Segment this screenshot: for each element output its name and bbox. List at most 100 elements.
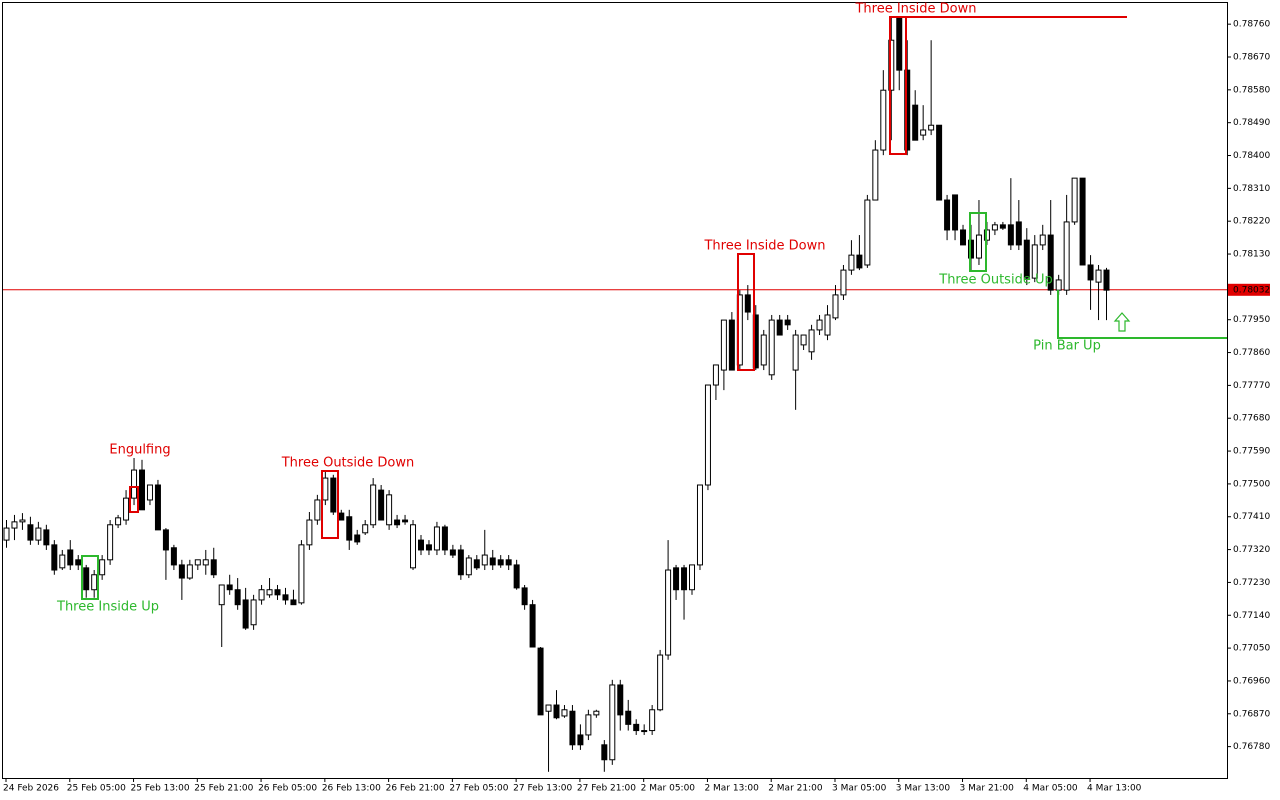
candle-body-up — [800, 334, 807, 346]
y-tick-label: 0.77590 — [1233, 447, 1270, 457]
y-tick-label: 0.78220 — [1233, 217, 1270, 227]
candle-body-down — [856, 254, 863, 269]
candle-body-up — [266, 589, 273, 596]
candle-body-down — [944, 199, 951, 231]
candle-body-up — [19, 519, 26, 523]
candle-body-up — [433, 526, 440, 551]
candle-body-up — [35, 527, 42, 541]
candle-body-up — [298, 544, 305, 604]
x-tick-label: 25 Feb 13:00 — [131, 784, 190, 794]
candle-body-down — [51, 544, 58, 571]
candle-body-down — [896, 17, 903, 71]
candle-body-down — [553, 704, 560, 719]
candle-body-up — [872, 149, 879, 201]
pattern-box — [969, 212, 987, 272]
candle-body-up — [641, 730, 648, 733]
candle-body-down — [425, 544, 432, 551]
candle-body-up — [1039, 234, 1046, 246]
candle-body-up — [202, 559, 209, 566]
candle-body-down — [83, 567, 90, 591]
candle-body-up — [704, 384, 711, 486]
candle-body-down — [417, 539, 424, 551]
candle-body-down — [27, 524, 34, 541]
candle-body-down — [210, 559, 217, 576]
candle-body-down — [457, 549, 464, 576]
x-tick-label: 27 Feb 05:00 — [449, 784, 508, 794]
candle-body-up — [11, 521, 18, 529]
y-tick-label: 0.77230 — [1233, 578, 1270, 588]
candle-body-down — [242, 599, 249, 629]
candle-body-up — [306, 519, 313, 546]
candle-body-up — [146, 484, 153, 501]
candle-body-up — [832, 294, 839, 319]
x-tick-label: 24 Feb 2026 — [3, 784, 59, 794]
candle-body-up — [123, 497, 130, 521]
candle-body-down — [633, 723, 640, 732]
candle-body-up — [712, 364, 719, 386]
candle-body-up — [720, 319, 727, 371]
candle-body-down — [354, 534, 361, 543]
candle-body-up — [880, 89, 887, 151]
y-tick-label: 0.77320 — [1233, 545, 1270, 555]
candle-body-down — [1087, 264, 1094, 281]
candle-body-up — [115, 517, 122, 526]
candle-body-down — [625, 710, 632, 725]
y-tick-label: 0.78670 — [1233, 53, 1270, 63]
y-tick-label: 0.77770 — [1233, 381, 1270, 391]
candle-body-up — [657, 654, 664, 711]
y-tick-label: 0.76780 — [1233, 742, 1270, 752]
candle-body-up — [545, 704, 552, 712]
buy-arrow — [1113, 312, 1131, 332]
y-tick-label: 0.78760 — [1233, 20, 1270, 30]
candle-body-up — [888, 39, 895, 91]
x-tick-label: 27 Feb 13:00 — [513, 784, 572, 794]
candle-body-up — [848, 254, 855, 271]
candle-body-down — [617, 684, 624, 716]
candle-body-up — [593, 710, 600, 716]
candle-body-down — [346, 516, 353, 541]
candle-body-down — [960, 229, 967, 246]
pattern-label: Engulfing — [109, 443, 170, 458]
candle-body-up — [609, 684, 616, 761]
candle-body-down — [912, 104, 919, 141]
candle-body-down — [673, 567, 680, 591]
candle-body-up — [1031, 244, 1038, 279]
x-tick-label: 3 Mar 21:00 — [960, 784, 1015, 794]
x-tick-label: 26 Feb 21:00 — [386, 784, 445, 794]
candle-body-up — [1095, 269, 1102, 283]
candle-body-down — [489, 557, 496, 566]
y-tick-label: 0.78580 — [1233, 85, 1270, 95]
candle-body-down — [569, 710, 576, 746]
candle-body-up — [1071, 177, 1078, 223]
candle-body-down — [776, 319, 783, 336]
candle-body-up — [808, 329, 815, 353]
pattern-level — [1057, 290, 1227, 339]
y-tick-label: 0.77050 — [1233, 644, 1270, 654]
y-tick-label: 0.78400 — [1233, 151, 1270, 161]
y-tick-label: 0.76870 — [1233, 709, 1270, 719]
candle-body-up — [696, 484, 703, 566]
x-tick-label: 2 Mar 13:00 — [704, 784, 759, 794]
candle-body-up — [314, 499, 321, 521]
candle-body-up — [386, 494, 393, 526]
x-tick-label: 25 Feb 05:00 — [67, 784, 126, 794]
candle-body-up — [760, 334, 767, 366]
candle-body-down — [601, 744, 608, 761]
current-price-tag — [1228, 283, 1270, 296]
candle-body-up — [410, 524, 417, 569]
pattern-label: Three Inside Down — [854, 2, 976, 17]
candle-body-down — [1007, 224, 1014, 246]
x-tick-label: 26 Feb 13:00 — [322, 784, 381, 794]
candle-body-up — [920, 129, 927, 136]
candle-body-down — [378, 489, 385, 521]
candle-body-up — [928, 124, 935, 131]
candle-body-up — [1063, 221, 1070, 291]
pattern-label: Pin Bar Up — [1033, 339, 1101, 354]
pattern-label: Three Outside Down — [281, 456, 415, 471]
candle-body-up — [649, 709, 656, 732]
pattern-label: Three Inside Down — [703, 239, 825, 254]
x-tick-label: 2 Mar 21:00 — [768, 784, 823, 794]
candle-body-up — [991, 224, 998, 231]
pattern-box — [129, 486, 139, 513]
